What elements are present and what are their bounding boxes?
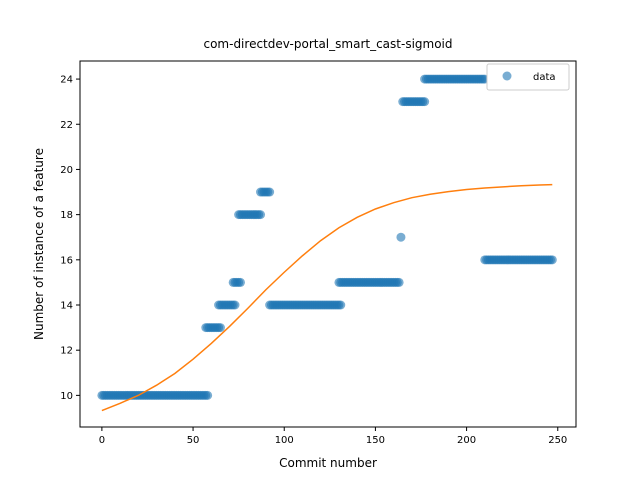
legend-box bbox=[486, 63, 570, 91]
y-tick-label: 20 bbox=[60, 165, 73, 176]
y-tick-label: 10 bbox=[60, 391, 73, 402]
x-tick-label: 0 bbox=[99, 435, 105, 446]
data-point bbox=[235, 277, 245, 287]
axes-frame bbox=[79, 60, 577, 428]
legend-label: data bbox=[533, 72, 556, 83]
data-point bbox=[265, 187, 275, 197]
data-point bbox=[203, 390, 213, 400]
y-tick-label: 12 bbox=[60, 346, 73, 357]
y-axis-label: Number of instance of a feature bbox=[32, 148, 46, 340]
fit-curve-line bbox=[101, 183, 553, 412]
y-tick-label: 16 bbox=[60, 255, 73, 266]
y-tick-label: 22 bbox=[60, 120, 73, 131]
chart-title: com-directdev-portal_smart_cast-sigmoid bbox=[203, 37, 452, 51]
data-point bbox=[215, 323, 225, 333]
data-point bbox=[230, 300, 240, 310]
x-tick-label: 250 bbox=[548, 435, 567, 446]
y-tick-label: 14 bbox=[60, 301, 73, 312]
axes: 0 50 100 150 200 250 10 12 14 16 18 20 22 24 bbox=[60, 60, 577, 446]
y-tick-label: 24 bbox=[60, 75, 73, 86]
data-point bbox=[256, 210, 266, 220]
data-point bbox=[420, 97, 430, 107]
data-point bbox=[394, 277, 404, 287]
x-tick-label: 50 bbox=[187, 435, 200, 446]
legend-marker bbox=[502, 71, 512, 81]
x-tick-label: 100 bbox=[275, 435, 294, 446]
y-tick-label: 18 bbox=[60, 210, 73, 221]
legend: data bbox=[486, 63, 570, 91]
data-marks bbox=[97, 74, 557, 412]
x-axis-label: Commit number bbox=[279, 456, 377, 470]
data-point bbox=[547, 255, 557, 265]
data-point bbox=[336, 300, 346, 310]
x-tick-label: 200 bbox=[457, 435, 476, 446]
data-point bbox=[396, 232, 406, 242]
x-tick-label: 150 bbox=[366, 435, 385, 446]
